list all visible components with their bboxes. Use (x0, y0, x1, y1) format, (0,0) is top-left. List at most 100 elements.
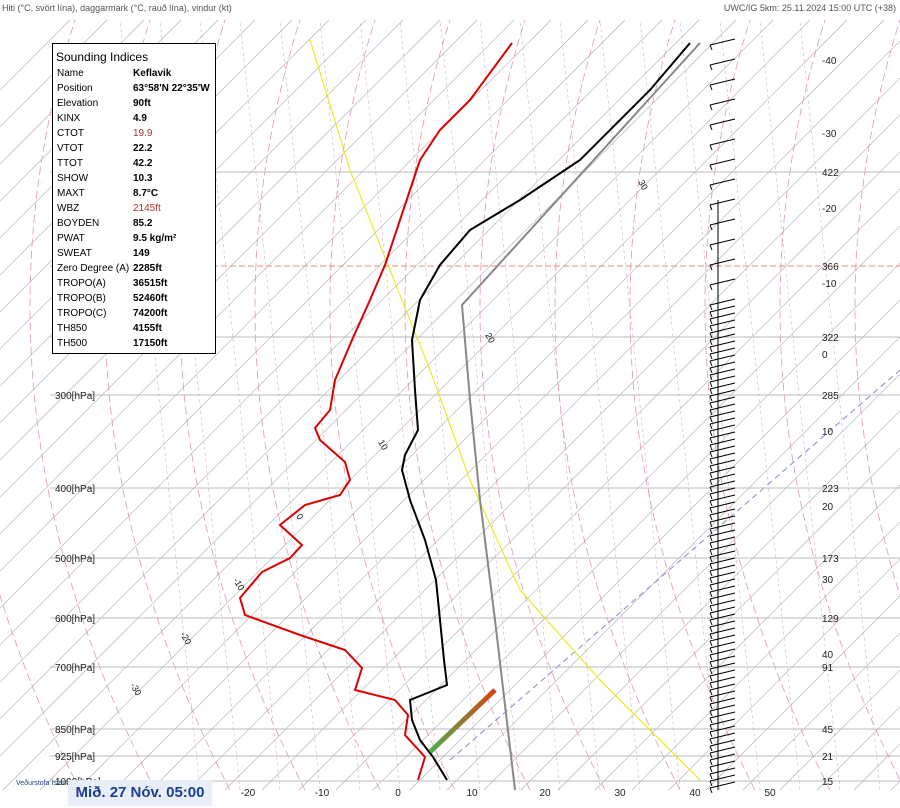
barb (709, 78, 736, 86)
index-row: Position 63°58'N 22°35'W (53, 81, 215, 96)
barb (709, 599, 736, 607)
barb (709, 605, 713, 612)
dry-adiabat (479, 19, 606, 791)
barb (709, 473, 736, 481)
barb (709, 696, 713, 703)
barb (709, 563, 713, 570)
barb (709, 423, 713, 430)
barb (709, 515, 736, 523)
barb (709, 318, 713, 325)
index-row: WBZ 2145ft (53, 201, 215, 216)
right-label: 10 (822, 427, 834, 438)
isotherm (0, 19, 663, 683)
isotherm (446, 336, 900, 791)
index-value: 22.2 (133, 143, 153, 154)
right-label: 30 (822, 575, 834, 586)
barb (709, 204, 713, 211)
index-name: SWEAT (57, 248, 92, 259)
barb (709, 375, 736, 383)
barb (709, 410, 736, 418)
logo: Veðurstofa Íslands (16, 780, 74, 787)
dry-adiabat (554, 19, 681, 791)
barb (709, 774, 736, 782)
mixing-line (599, 19, 681, 791)
barb (709, 374, 713, 381)
index-row: PWAT 9.5 kg/m² (53, 231, 215, 246)
barb (709, 451, 713, 458)
isotherm (0, 19, 404, 424)
barb (709, 542, 713, 549)
index-row: KINX 4.9 (53, 111, 215, 126)
isotherm (853, 743, 900, 791)
right-label: 45 (822, 725, 834, 736)
right-label: 173 (822, 554, 839, 565)
index-row: TH500 17150ft (53, 336, 215, 351)
barb (709, 690, 736, 698)
barb (709, 84, 713, 91)
temperature-label: 30 (614, 788, 626, 799)
dry-adiabat (854, 19, 900, 597)
right-label: -30 (822, 129, 837, 140)
isotherm (0, 19, 367, 387)
temperature-label: 20 (539, 788, 551, 799)
index-value: 10.3 (133, 173, 153, 184)
isotherm (0, 19, 441, 461)
isotherm (409, 299, 900, 791)
barb (709, 402, 713, 409)
barb (709, 648, 736, 656)
right-label: -20 (822, 204, 837, 215)
right-label: 15 (822, 777, 834, 788)
temperature-label: -20 (241, 788, 256, 799)
isotherm (0, 19, 589, 609)
index-name: Zero Degree (A) (57, 263, 130, 274)
index-value: 85.2 (133, 218, 153, 229)
barb (709, 711, 736, 719)
index-value: 36515ft (133, 278, 168, 289)
index-name: Position (57, 83, 93, 94)
barb (709, 753, 736, 761)
isotherm-label: 20 (483, 331, 497, 345)
barb (709, 424, 736, 432)
dry-adiabat (179, 19, 306, 791)
barb (709, 452, 736, 460)
barb (709, 549, 713, 556)
index-name: BOYDEN (57, 218, 100, 229)
barb (709, 592, 736, 600)
barb (709, 500, 713, 507)
mixing-line (359, 19, 441, 791)
barb (709, 388, 713, 395)
barb (709, 396, 736, 404)
barb (709, 682, 713, 689)
dry-adiabat (104, 19, 231, 791)
barb (709, 577, 713, 584)
barb (709, 244, 713, 251)
temperature-label: 50 (764, 788, 776, 799)
temperature-label: 0 (395, 788, 401, 799)
barb (709, 64, 713, 71)
barb (709, 606, 736, 614)
barb (709, 104, 713, 111)
index-value: 42.2 (133, 158, 153, 169)
barb (709, 347, 736, 355)
barb (709, 634, 736, 642)
index-name: TROPO(C) (57, 308, 107, 319)
barb (709, 284, 713, 291)
barb (709, 780, 713, 787)
isotherm (0, 19, 626, 646)
pressure-label: 850[hPa] (55, 725, 95, 736)
barb (709, 767, 736, 775)
barb (709, 311, 713, 318)
isotherm (187, 77, 900, 791)
isotherm (705, 595, 900, 791)
barb (709, 138, 736, 146)
pressure-label: 300[hPa] (55, 391, 95, 402)
index-row: VTOT 22.2 (53, 141, 215, 156)
barb (709, 332, 713, 339)
mixing-line (799, 19, 881, 791)
mixing-line (399, 19, 481, 791)
barb (709, 487, 736, 495)
barb (709, 564, 736, 572)
right-label: 91 (822, 663, 834, 674)
